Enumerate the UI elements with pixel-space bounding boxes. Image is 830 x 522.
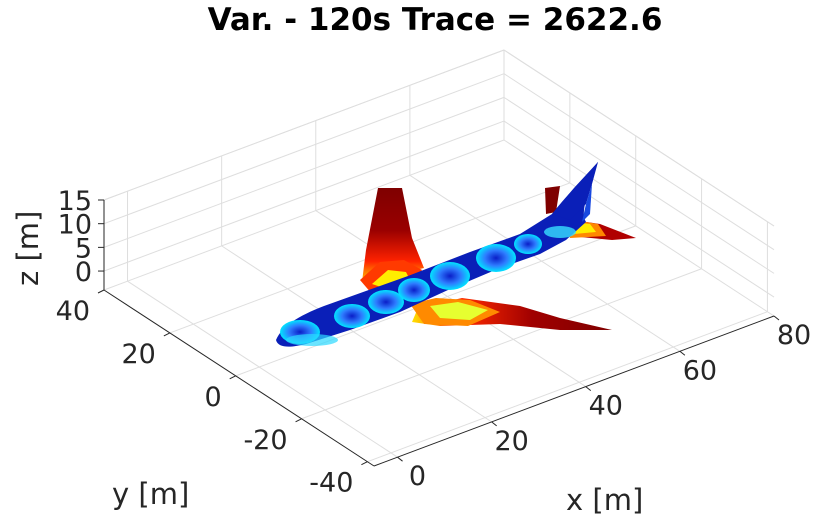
grid-line — [103, 120, 505, 272]
aircraft-surface — [276, 162, 636, 347]
x-tick-label: 60 — [683, 355, 717, 386]
x-tick-label: 80 — [777, 320, 811, 351]
grid-line — [503, 139, 775, 317]
y-tick-label: -40 — [309, 468, 353, 499]
y-axis-line — [103, 289, 375, 467]
grid-line — [503, 49, 775, 227]
near-wing-root-hot — [430, 302, 488, 320]
z-tick-label: 0 — [75, 257, 92, 288]
hotspot — [368, 290, 404, 314]
x-tick-mark — [679, 350, 686, 356]
chart-title: Var. - 120s Trace = 2622.6 — [208, 2, 663, 38]
far-wing — [362, 188, 424, 282]
grid-line — [103, 139, 505, 291]
grid — [103, 49, 775, 463]
axes — [97, 199, 780, 467]
hotspot — [476, 244, 516, 272]
hotspot — [544, 226, 576, 238]
vertical-fin — [552, 162, 598, 220]
z-axis-label: z [m] — [11, 211, 45, 286]
grid-line — [103, 73, 505, 225]
grid-line — [315, 210, 587, 388]
grid-line — [103, 96, 505, 248]
y-axis-label: y [m] — [112, 477, 189, 511]
hotspot — [430, 262, 470, 290]
hotspot — [334, 304, 370, 328]
x-tick-mark — [397, 456, 403, 462]
grid-line — [301, 268, 702, 420]
hotspot — [286, 334, 338, 346]
y-tick-mark — [97, 289, 105, 294]
y-tick-mark — [361, 461, 368, 466]
fuselage — [276, 162, 598, 347]
y-tick-mark — [163, 332, 171, 337]
x-tick-mark — [773, 315, 780, 321]
grid-line — [503, 96, 775, 274]
y-tick-label: 0 — [205, 382, 222, 413]
x-tick-mark — [491, 421, 497, 427]
grid-line — [221, 245, 492, 423]
x-tick-label: 0 — [409, 461, 426, 492]
grid-line — [503, 120, 775, 298]
grid-line — [103, 49, 505, 201]
z-tick-label: 15 — [58, 186, 92, 217]
tail-stabilizer-left — [545, 186, 560, 214]
y-tick-label: 20 — [121, 339, 155, 370]
x-tick-label: 20 — [494, 426, 528, 457]
hotspot — [514, 234, 542, 254]
hotspot — [398, 278, 430, 302]
x-tick-mark — [585, 386, 592, 391]
y-tick-mark — [229, 375, 236, 380]
grid-line — [127, 280, 398, 458]
x-axis-label: x [m] — [566, 483, 643, 517]
vertical-fin-edge — [582, 184, 592, 222]
grid-line — [409, 174, 681, 352]
z-tick-label: 5 — [75, 233, 92, 264]
y-tick-mark — [295, 418, 302, 423]
grid-line — [503, 73, 775, 251]
grid-line — [367, 311, 768, 463]
x-axis-line — [373, 315, 775, 467]
y-tick-label: 40 — [56, 296, 90, 327]
z-tick-label: 10 — [58, 210, 92, 241]
x-tick-label: 40 — [589, 391, 623, 422]
y-tick-label: -20 — [243, 425, 287, 456]
